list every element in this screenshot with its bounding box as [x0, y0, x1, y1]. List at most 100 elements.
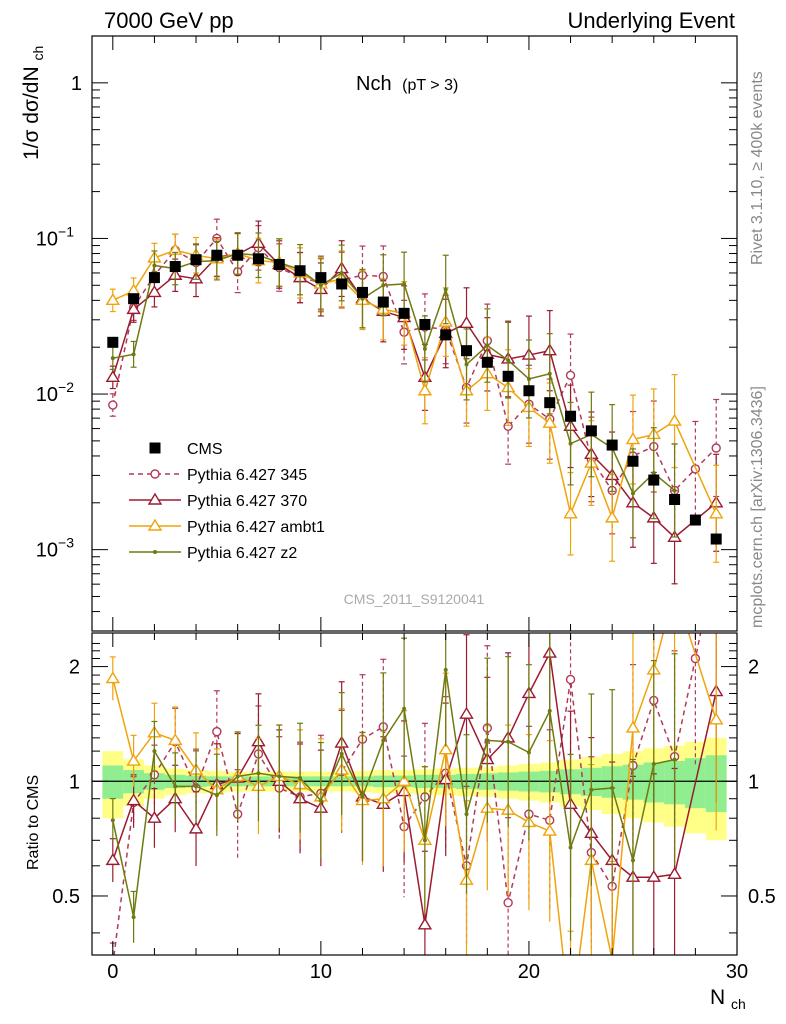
data-point-triangle [188, 821, 204, 834]
data-point-dot [402, 281, 407, 286]
data-point-dot [672, 757, 677, 762]
plot-title-main: Nch [356, 73, 392, 95]
ratio-series-4 [109, 633, 678, 955]
legend: CMS Pythia 6.427 345 Pythia 6.427 370 Pythi… [129, 441, 325, 562]
data-point-circle [503, 898, 513, 908]
data-point-dot [485, 343, 490, 348]
data-point-triangle [625, 432, 641, 445]
data-point-triangle [625, 720, 641, 733]
data-point-circle [150, 469, 160, 479]
data-point-dot [235, 774, 240, 779]
data-point-triangle [417, 917, 433, 930]
data-point-triangle [105, 292, 121, 306]
data-point-dot [110, 356, 115, 361]
data-point-triangle [459, 315, 474, 328]
data-point-square [252, 253, 264, 265]
data-point-square [211, 249, 223, 261]
data-point-triangle [708, 712, 724, 725]
data-point-dot [339, 270, 344, 275]
data-point-triangle [563, 506, 578, 519]
data-point-circle [565, 674, 576, 685]
data-point-circle [108, 400, 118, 410]
data-point-circle [711, 443, 721, 453]
y-axis-label-main: 1/σ dσ/dN [20, 66, 43, 160]
data-point-dot [277, 774, 282, 779]
data-point-triangle [646, 869, 662, 882]
data-point-dot [547, 708, 552, 713]
data-point-circle [212, 726, 222, 737]
data-point-dot [131, 915, 136, 920]
data-point-square [710, 533, 722, 545]
plot-title: Nch (pT > 3) [356, 73, 458, 95]
data-point-triangle [147, 492, 163, 505]
data-point-triangle [417, 383, 433, 396]
data-point-dot [194, 784, 199, 789]
data-point-dot [485, 738, 490, 743]
data-point-dot [506, 739, 511, 744]
data-point-dot [651, 762, 656, 767]
data-point-dot [506, 358, 511, 363]
legend-label: Pythia 6.427 345 [187, 467, 307, 484]
data-point-dot [672, 488, 677, 493]
data-point-triangle [459, 706, 474, 719]
data-point-square [232, 249, 244, 261]
ratio-band-green [102, 765, 124, 799]
data-point-dot [443, 667, 448, 672]
header-right: Underlying Event [567, 8, 735, 33]
y-axis-label-sub: ch [30, 46, 46, 61]
x-axis-label-sub: ch [731, 996, 746, 1012]
ratio-y-tick-label-right: 2 [748, 657, 759, 679]
data-point-triangle [147, 810, 162, 823]
ratio-plot-frame [91, 632, 738, 956]
data-point-circle [565, 370, 576, 380]
data-point-dot [298, 776, 303, 781]
x-tick-label: 0 [107, 961, 118, 983]
data-point-dot [318, 283, 323, 288]
header-left: 7000 GeV pp [104, 8, 234, 33]
data-point-dot [443, 287, 448, 292]
data-point-dot [630, 858, 635, 863]
analysis-watermark: CMS_2011_S9120041 [344, 591, 485, 607]
data-point-square [606, 439, 618, 451]
data-point-triangle [565, 1018, 577, 1024]
series-line [112, 237, 717, 492]
data-point-dot [547, 371, 552, 376]
data-point-square [128, 293, 140, 305]
data-point-square [565, 410, 577, 422]
data-point-triangle [667, 413, 682, 426]
data-point-triangle [167, 733, 183, 746]
data-point-dot [589, 787, 594, 792]
data-point-square [190, 254, 202, 266]
data-point-triangle [147, 285, 162, 298]
data-point-dot [318, 798, 323, 803]
x-axis-label: N ch [710, 986, 746, 1012]
data-point-square [315, 272, 327, 284]
data-point-triangle [105, 853, 121, 866]
ratio-y-tick-label: 0.5 [52, 886, 80, 908]
data-point-dot [153, 550, 157, 554]
data-point-square [419, 318, 431, 330]
side-label-mcplots: mcplots.cern.ch [arXiv:1306.3436] [749, 386, 766, 628]
x-tick-label: 20 [518, 961, 540, 983]
data-point-dot [568, 845, 573, 850]
ratio-line [112, 669, 675, 918]
data-point-square [398, 307, 410, 319]
main-plot-axes: 10−3 10−2 10−1 1 [36, 35, 738, 632]
x-tick-label: 10 [310, 961, 332, 983]
legend-label: CMS [187, 441, 223, 458]
data-point-triangle [667, 866, 682, 879]
data-point-dot [630, 491, 635, 496]
data-point-square [149, 442, 161, 454]
side-label-rivet: Rivet 3.1.10, ≥ 400k events [749, 71, 766, 265]
data-point-dot [568, 441, 573, 446]
data-point-dot [152, 749, 157, 754]
y-tick-label: 10−1 [36, 223, 74, 250]
legend-label: Pythia 6.427 ambt1 [187, 519, 325, 536]
data-point-dot [610, 786, 615, 791]
data-point-triangle [105, 671, 121, 684]
data-point-square [440, 329, 452, 341]
data-point-dot [152, 263, 157, 268]
data-point-square [377, 296, 389, 308]
data-point-triangle [126, 793, 141, 806]
